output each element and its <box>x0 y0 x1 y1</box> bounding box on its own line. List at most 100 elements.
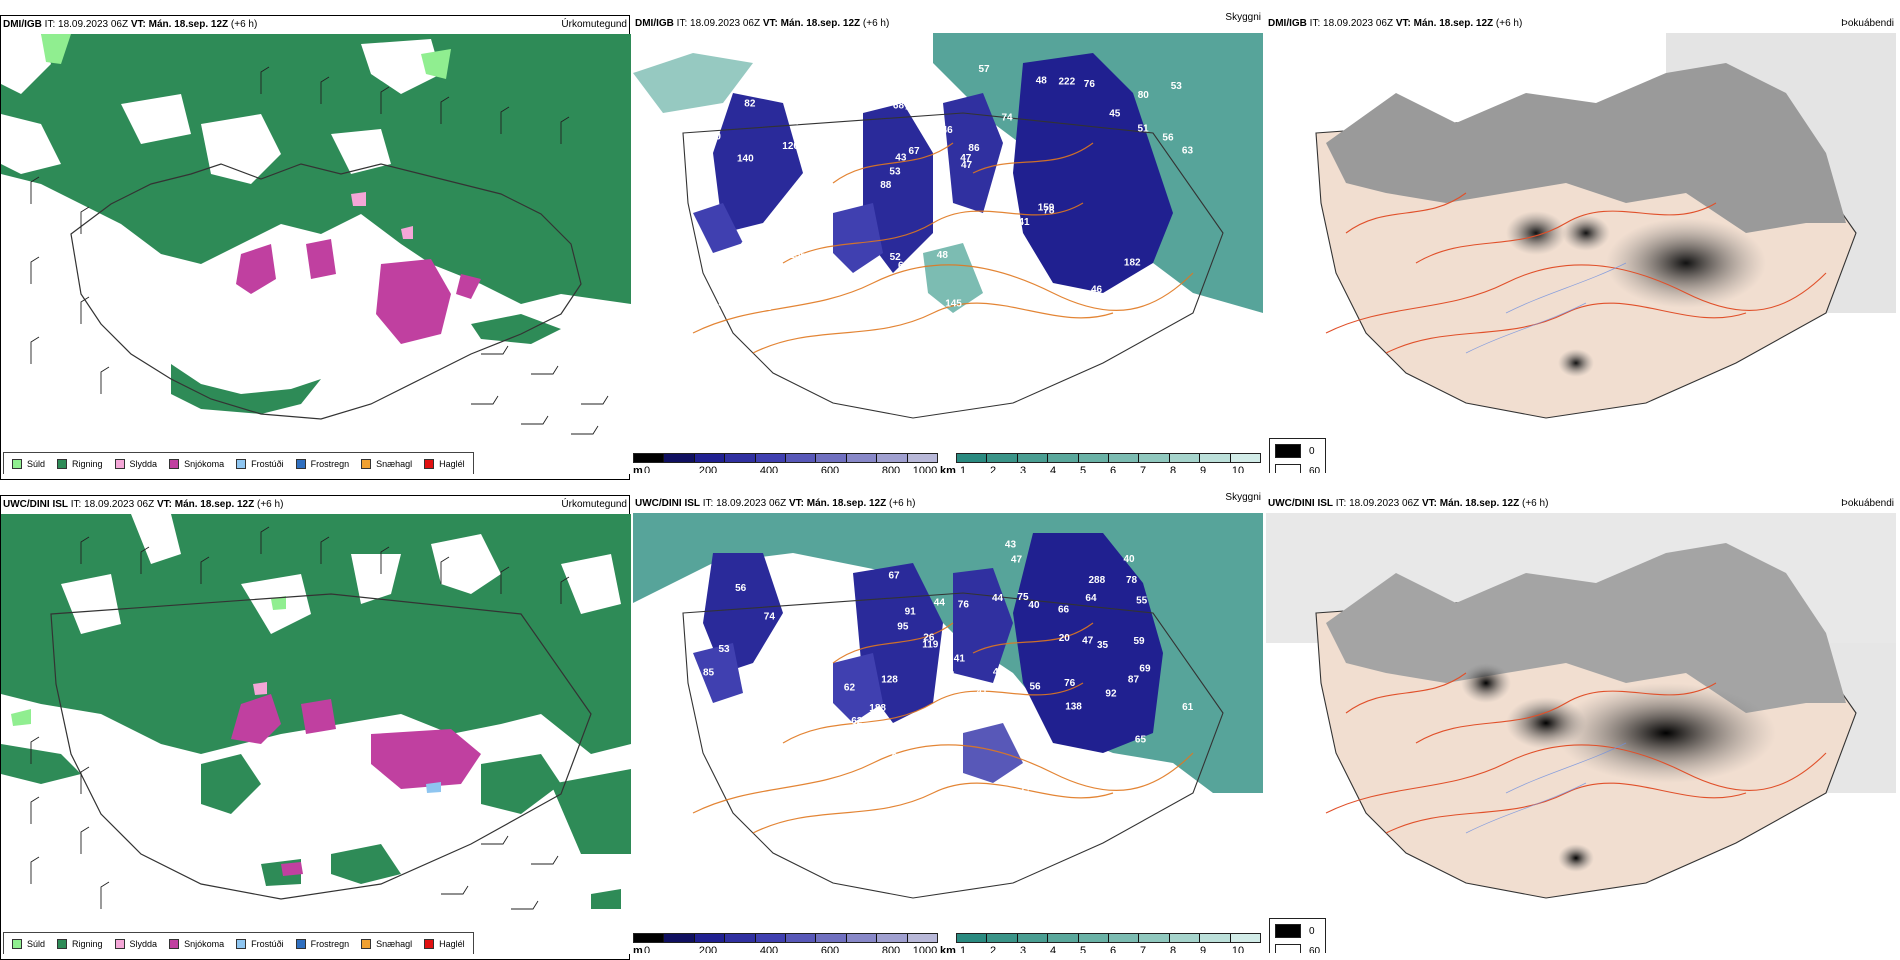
fog-legend-item-0: 0 <box>1275 444 1315 458</box>
panel-precip-type-dmi: DMI/IGB IT: 18.09.2023 06Z VT: Mán. 18.s… <box>0 15 631 480</box>
visibility-value-label: 128 <box>881 675 898 686</box>
panel-title: DMI/IGB IT: 18.09.2023 06Z VT: Mán. 18.s… <box>633 12 1263 33</box>
valid-time: Mán. 18.sep. 12Z <box>1439 498 1520 509</box>
visibility-value-label: 35 <box>1097 640 1109 651</box>
product-name: Þokuábendi <box>1841 18 1894 29</box>
legend-item-drizzle: Súld <box>12 459 45 469</box>
visibility-value-label: 91 <box>905 606 917 617</box>
legend-item-snow-pellets: Snæhagl <box>361 939 412 949</box>
visibility-value-label: 47 <box>1011 554 1023 565</box>
product-name: Þokuábendi <box>1841 498 1894 509</box>
visibility-value-label: 64 <box>1085 593 1097 604</box>
init-time: 18.09.2023 06Z <box>1349 498 1420 509</box>
product-name: Skyggni <box>1225 492 1261 503</box>
fog-legend-item-60: 60 <box>1275 944 1320 953</box>
lead-time: (+6 h) <box>1495 18 1523 29</box>
visibility-value-label: 63 <box>1182 146 1194 157</box>
visibility-value-label: 47 <box>1082 635 1094 646</box>
visibility-value-label: 48 <box>937 250 949 261</box>
init-time-label: IT: <box>44 19 56 30</box>
visibility-value-label: 46 <box>1091 285 1103 296</box>
tick-800: 800 <box>881 465 901 473</box>
panel-title: UWC/DINI ISL IT: 18.09.2023 06Z VT: Mán.… <box>633 492 1263 513</box>
valid-time-label: VT: <box>130 19 146 30</box>
tick-km-6: 6 <box>1109 465 1117 473</box>
visibility-value-label: 95 <box>897 622 909 633</box>
fog-legend: 0 60 <box>1269 918 1326 953</box>
visibility-value-label: 138 <box>1065 702 1082 713</box>
visibility-map: 218 140 80 88 74 133 68 46 61 90 66 162 118 86 78 82 99 6… <box>633 33 1263 473</box>
tick-0: 0 <box>643 945 651 953</box>
visibility-value-label: 58 <box>718 298 730 309</box>
unit-m: m <box>633 945 643 953</box>
visibility-value-label: 70 <box>1006 204 1018 215</box>
fog-index-map: 0 60 <box>1266 33 1896 473</box>
visibility-value-label: 43 <box>895 152 907 163</box>
tick-km-6: 6 <box>1109 945 1117 953</box>
init-time-label: IT: <box>702 498 714 509</box>
tick-km-9: 9 <box>1199 945 1207 953</box>
visibility-value-label: 47 <box>790 117 802 128</box>
tick-km-10: 10 <box>1231 945 1245 953</box>
model-name: UWC/DINI ISL <box>1268 498 1333 509</box>
visibility-value-label: 76 <box>1064 678 1076 689</box>
visibility-value-label: 51 <box>807 282 819 293</box>
tick-km-3: 3 <box>1019 945 1027 953</box>
visibility-value-label: 62 <box>844 682 856 693</box>
visibility-value-label: 33 <box>867 727 879 738</box>
visibility-value-label: 56 <box>1030 682 1042 693</box>
visibility-value-label: 82 <box>760 302 772 313</box>
panel-visibility-uwc: UWC/DINI ISL IT: 18.09.2023 06Z VT: Mán.… <box>633 492 1263 960</box>
visibility-colorbar: m 0 200 400 600 800 1000 km 1 2 3 4 5 6 … <box>633 933 1263 953</box>
visibility-value-label: 47 <box>961 160 973 171</box>
visibility-value-label: 82 <box>744 99 756 110</box>
visibility-value-label: 66 <box>1058 605 1070 616</box>
visibility-value-label: 88 <box>880 180 892 191</box>
tick-200: 200 <box>698 465 718 473</box>
tick-600: 600 <box>820 945 840 953</box>
visibility-value-label: 80 <box>1138 90 1150 101</box>
valid-time-label: VT: <box>156 499 172 510</box>
init-time-label: IT: <box>70 499 82 510</box>
tick-400: 400 <box>759 465 779 473</box>
visibility-value-label: 162 <box>794 264 811 275</box>
legend-item-drizzle: Súld <box>12 939 45 949</box>
init-time-label: IT: <box>1309 18 1321 29</box>
legend-item-rain: Rigning <box>57 939 103 949</box>
visibility-value-label: 53 <box>889 166 901 177</box>
visibility-value-label: 145 <box>945 299 962 310</box>
tick-1000: 1000 <box>912 465 938 473</box>
init-time: 18.09.2023 06Z <box>716 498 787 509</box>
tick-km-7: 7 <box>1139 945 1147 953</box>
model-name: DMI/IGB <box>1268 18 1307 29</box>
visibility-value-label: 106 <box>834 132 851 143</box>
visibility-value-label: 56 <box>810 681 822 692</box>
visibility-value-label: 53 <box>719 644 731 655</box>
valid-time-label: VT: <box>762 18 778 29</box>
panel-title: UWC/DINI ISL IT: 18.09.2023 06Z VT: Mán.… <box>1266 495 1896 513</box>
tick-1000: 1000 <box>912 945 938 953</box>
visibility-value-label: 70 <box>710 131 722 142</box>
visibility-value-label: 61 <box>753 236 765 247</box>
visibility-value-label: 72 <box>943 670 955 681</box>
legend-item-snow: Snjókoma <box>169 939 224 949</box>
tick-km-9: 9 <box>1199 465 1207 473</box>
legend-item-freezing-rain: Frostregn <box>295 939 349 949</box>
init-time-label: IT: <box>676 18 688 29</box>
visibility-value-label: 35 <box>741 714 753 725</box>
visibility-value-label: 62 <box>851 716 863 727</box>
lead-time: (+6 h) <box>862 18 890 29</box>
valid-time: Mán. 18.sep. 12Z <box>148 19 229 30</box>
tick-km-8: 8 <box>1169 465 1177 473</box>
model-name: UWC/DINI ISL <box>3 499 68 510</box>
unit-km: km <box>940 945 956 953</box>
visibility-value-label: 61 <box>1182 702 1194 713</box>
model-name: UWC/DINI ISL <box>635 498 700 509</box>
fog-index-map: 0 60 <box>1266 513 1896 953</box>
tick-800: 800 <box>881 945 901 953</box>
visibility-value-label: 44 <box>764 653 776 664</box>
visibility-value-label: 70 <box>1008 227 1020 238</box>
visibility-value-label: 71 <box>893 763 905 774</box>
visibility-value-label: 85 <box>703 668 715 679</box>
visibility-value-label: 55 <box>1136 596 1148 607</box>
